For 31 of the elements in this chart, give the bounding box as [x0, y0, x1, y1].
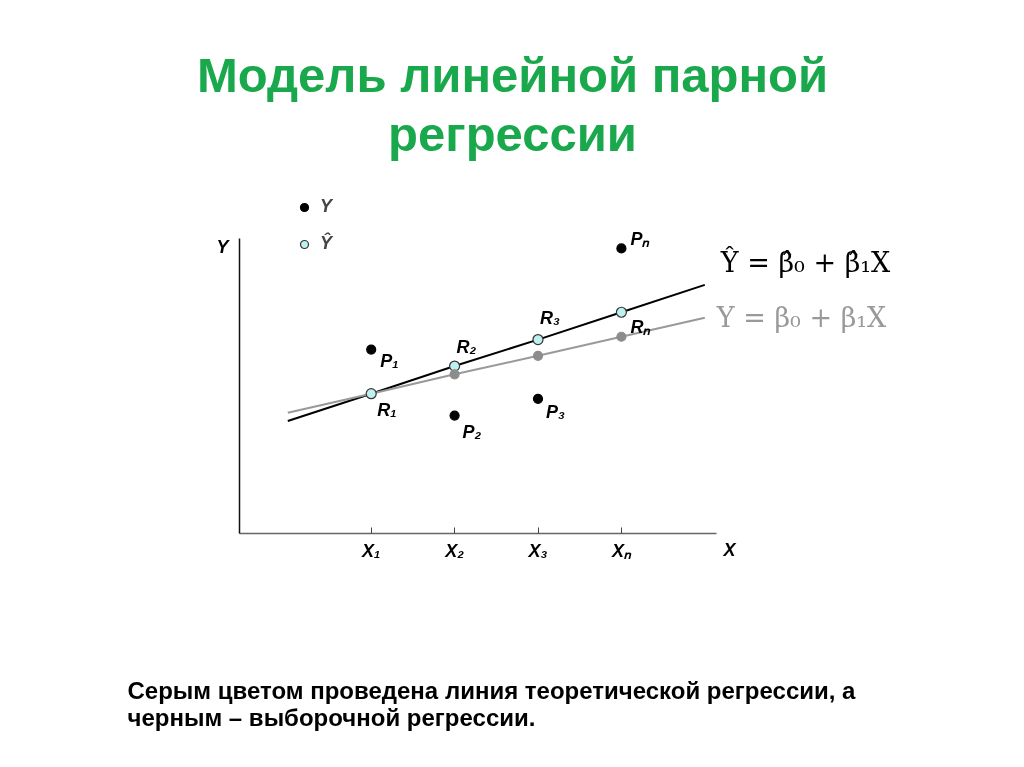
point — [449, 369, 460, 380]
series-label: Ŷ = β̂₀ + β̂₁X — [719, 246, 892, 279]
point — [616, 243, 627, 254]
annotation: P₂ — [462, 421, 482, 442]
legend-label: Y — [320, 196, 334, 217]
x-tick-label: X₂ — [444, 541, 465, 562]
legend-label: Ŷ — [320, 233, 334, 254]
point — [366, 344, 377, 355]
point — [365, 388, 377, 400]
y-axis-title: Y — [216, 236, 231, 257]
annotation: Rₙ — [630, 317, 652, 338]
point — [449, 360, 461, 372]
text: Серым цветом проведена линия теоретической регрессии, а черным – выборочной регрессии. — [127, 677, 857, 731]
point — [532, 333, 544, 346]
series-label: Y = β₀ + β₁X — [715, 302, 888, 334]
point — [532, 393, 544, 404]
x-tick-label: X₁ — [361, 541, 381, 562]
chart-title: Модель линейной парной регрессии — [196, 47, 829, 161]
annotation: P₃ — [546, 401, 566, 422]
annotation: R₂ — [456, 337, 477, 358]
annotation: P₁ — [380, 350, 399, 371]
point — [615, 306, 627, 318]
x-tick-label: Xₙ — [610, 541, 632, 562]
point — [449, 410, 460, 421]
x-tick-label: X₃ — [527, 541, 548, 562]
point — [532, 350, 544, 361]
x-axis-title: X — [722, 539, 737, 560]
annotation: R₁ — [377, 399, 397, 420]
point — [616, 331, 627, 342]
annotation: Pₙ — [630, 229, 651, 250]
annotation: R₃ — [540, 307, 560, 328]
